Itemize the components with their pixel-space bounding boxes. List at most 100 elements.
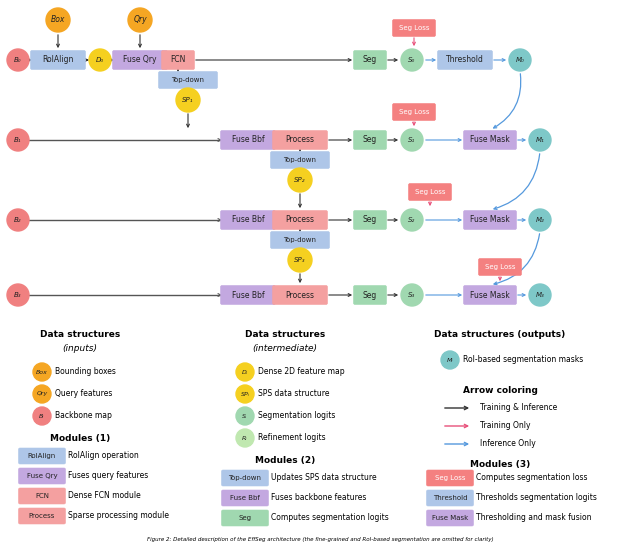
Text: M₀: M₀ <box>516 57 524 63</box>
Text: Seg Loss: Seg Loss <box>415 189 445 195</box>
Text: (inputs): (inputs) <box>63 344 97 353</box>
Text: RolAlign: RolAlign <box>42 56 74 64</box>
Text: Rᵢ: Rᵢ <box>243 436 248 441</box>
Text: Seg: Seg <box>363 290 377 300</box>
FancyBboxPatch shape <box>31 51 86 69</box>
Circle shape <box>509 49 531 71</box>
Circle shape <box>236 385 254 403</box>
Text: Fuse Bbf: Fuse Bbf <box>232 135 264 145</box>
FancyBboxPatch shape <box>273 285 328 305</box>
Text: Segmentation logits: Segmentation logits <box>258 411 335 421</box>
Text: Fuses query features: Fuses query features <box>68 471 148 481</box>
Text: Dense FCN module: Dense FCN module <box>68 492 141 500</box>
Text: RoI-based segmentation masks: RoI-based segmentation masks <box>463 355 583 365</box>
Text: Fuse Qry: Fuse Qry <box>27 473 58 479</box>
FancyBboxPatch shape <box>463 130 516 150</box>
FancyBboxPatch shape <box>353 130 387 150</box>
Text: Process: Process <box>285 290 314 300</box>
Circle shape <box>401 284 423 306</box>
Text: SP₁: SP₁ <box>182 97 194 103</box>
Circle shape <box>529 284 551 306</box>
Text: (intermediate): (intermediate) <box>253 344 317 353</box>
Text: Process: Process <box>285 135 314 145</box>
Text: Fuse Bbf: Fuse Bbf <box>232 290 264 300</box>
Text: S₂: S₂ <box>408 217 415 223</box>
FancyBboxPatch shape <box>426 510 474 526</box>
Circle shape <box>236 429 254 447</box>
Text: M₃: M₃ <box>536 292 545 298</box>
Circle shape <box>7 209 29 231</box>
Text: Seg Loss: Seg Loss <box>435 475 465 481</box>
Text: Computes segmentation logits: Computes segmentation logits <box>271 514 388 522</box>
Text: SP₂: SP₂ <box>294 177 306 183</box>
Text: Dense 2D feature map: Dense 2D feature map <box>258 367 344 377</box>
Text: RolAlign operation: RolAlign operation <box>68 452 139 460</box>
Circle shape <box>89 49 111 71</box>
Text: RolAlign: RolAlign <box>28 453 56 459</box>
Text: Fuse Mask: Fuse Mask <box>432 515 468 521</box>
FancyBboxPatch shape <box>161 51 195 69</box>
Text: Bᵢ: Bᵢ <box>39 414 45 419</box>
Circle shape <box>236 407 254 425</box>
Text: D₀: D₀ <box>96 57 104 63</box>
FancyBboxPatch shape <box>408 184 451 201</box>
Text: Seg Loss: Seg Loss <box>399 25 429 31</box>
FancyBboxPatch shape <box>271 232 330 249</box>
Text: SPS data structure: SPS data structure <box>258 389 330 399</box>
Circle shape <box>33 407 51 425</box>
FancyBboxPatch shape <box>438 51 493 69</box>
Text: B₂: B₂ <box>14 217 22 223</box>
Text: FCN: FCN <box>170 56 186 64</box>
Text: Fuse Bbf: Fuse Bbf <box>230 495 260 501</box>
Text: Fuse Qry: Fuse Qry <box>124 56 157 64</box>
Text: Modules (3): Modules (3) <box>470 460 530 469</box>
FancyBboxPatch shape <box>221 470 269 486</box>
FancyBboxPatch shape <box>113 51 168 69</box>
Text: Data structures (outputs): Data structures (outputs) <box>435 330 566 339</box>
FancyBboxPatch shape <box>392 19 435 36</box>
Text: M₁: M₁ <box>536 137 545 143</box>
Text: B₃: B₃ <box>14 292 22 298</box>
FancyBboxPatch shape <box>353 51 387 69</box>
Text: Sᵢ: Sᵢ <box>243 414 248 419</box>
Circle shape <box>401 209 423 231</box>
Text: Top-down: Top-down <box>172 77 205 83</box>
FancyBboxPatch shape <box>221 490 269 506</box>
FancyBboxPatch shape <box>463 285 516 305</box>
Text: Thresholding and mask fusion: Thresholding and mask fusion <box>476 514 591 522</box>
Text: Seg: Seg <box>363 135 377 145</box>
Circle shape <box>7 284 29 306</box>
Circle shape <box>33 363 51 381</box>
FancyBboxPatch shape <box>426 490 474 506</box>
Text: Seg Loss: Seg Loss <box>399 109 429 115</box>
FancyBboxPatch shape <box>353 285 387 305</box>
Text: Mᵢ: Mᵢ <box>447 358 453 362</box>
Text: Process: Process <box>285 216 314 224</box>
Circle shape <box>288 168 312 192</box>
Circle shape <box>236 363 254 381</box>
Text: Seg: Seg <box>363 56 377 64</box>
Text: Seg: Seg <box>363 216 377 224</box>
Text: Seg Loss: Seg Loss <box>484 264 515 270</box>
Circle shape <box>401 49 423 71</box>
Text: Threshold: Threshold <box>446 56 484 64</box>
Circle shape <box>401 129 423 151</box>
FancyBboxPatch shape <box>159 72 218 89</box>
Text: Process: Process <box>29 513 55 519</box>
Text: Dᵢ: Dᵢ <box>242 370 248 375</box>
Text: Seg: Seg <box>239 515 252 521</box>
Text: Qry: Qry <box>36 392 47 397</box>
Text: Thresholds segmentation logits: Thresholds segmentation logits <box>476 493 597 503</box>
FancyBboxPatch shape <box>426 470 474 486</box>
Text: Modules (1): Modules (1) <box>50 434 110 443</box>
Text: Threshold: Threshold <box>433 495 467 501</box>
Text: Fuse Mask: Fuse Mask <box>470 290 510 300</box>
FancyBboxPatch shape <box>221 285 275 305</box>
Text: B₁: B₁ <box>14 137 22 143</box>
Text: M₂: M₂ <box>536 217 545 223</box>
Circle shape <box>529 129 551 151</box>
Text: Top-down: Top-down <box>284 157 317 163</box>
FancyBboxPatch shape <box>221 211 275 229</box>
Text: SP₃: SP₃ <box>294 257 306 263</box>
Text: Training Only: Training Only <box>480 421 531 431</box>
